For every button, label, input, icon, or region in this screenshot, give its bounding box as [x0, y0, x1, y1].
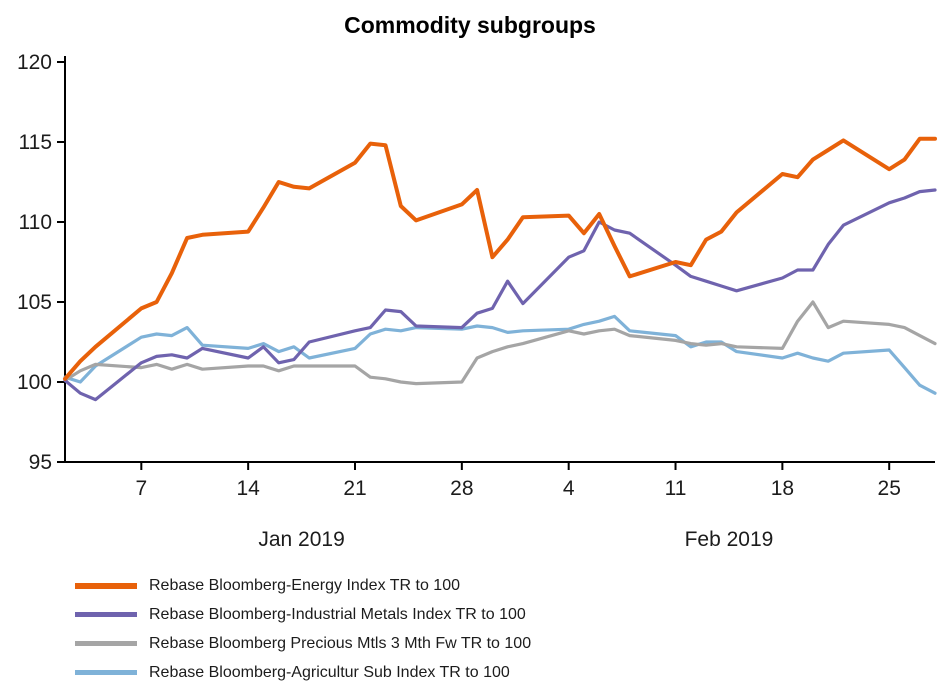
- legend-swatch: [75, 582, 137, 589]
- y-tick-label: 110: [19, 211, 52, 234]
- x-axis-month-label: Feb 2019: [685, 528, 774, 551]
- legend: Rebase Bloomberg-Energy Index TR to 100 R…: [0, 565, 940, 687]
- x-tick-label: 14: [236, 477, 260, 500]
- legend-item: Rebase Bloomberg-Agricultur Sub Index TR…: [75, 658, 940, 687]
- x-tick-label: 11: [665, 477, 687, 500]
- legend-item: Rebase Bloomberg-Energy Index TR to 100: [75, 571, 940, 600]
- x-tick-label: 21: [343, 477, 366, 500]
- x-tick-label: 4: [563, 477, 575, 500]
- legend-swatch: [75, 611, 137, 618]
- x-tick-label: 25: [878, 477, 901, 500]
- series-line-3: [63, 314, 937, 395]
- legend-label: Rebase Bloomberg-Agricultur Sub Index TR…: [149, 663, 510, 681]
- x-tick-label: 7: [135, 477, 147, 500]
- series-line-2: [63, 300, 937, 386]
- legend-label: Rebase Bloomberg-Energy Index TR to 100: [149, 576, 460, 594]
- x-tick-label: 28: [450, 477, 473, 500]
- legend-swatch: [75, 640, 137, 647]
- y-tick-label: 115: [19, 131, 52, 154]
- series-line-0: [63, 136, 937, 381]
- y-tick-label: 100: [17, 371, 52, 394]
- y-tick-label: 105: [17, 291, 52, 314]
- legend-item: Rebase Bloomberg-Industrial Metals Index…: [75, 600, 940, 629]
- series-line-1: [63, 188, 937, 402]
- chart-title: Commodity subgroups: [344, 12, 596, 38]
- y-tick-label: 95: [29, 451, 52, 474]
- legend-label: Rebase Bloomberg Precious Mtls 3 Mth Fw …: [149, 634, 532, 652]
- legend-label: Rebase Bloomberg-Industrial Metals Index…: [149, 605, 526, 623]
- x-axis-month-label: Jan 2019: [258, 528, 344, 551]
- x-tick-label: 18: [771, 477, 794, 500]
- y-tick-label: 120: [17, 51, 52, 74]
- legend-swatch: [75, 669, 137, 676]
- legend-item: Rebase Bloomberg Precious Mtls 3 Mth Fw …: [75, 629, 940, 658]
- plot-area: 95 100 105 110 115 120 7 14 21 28 4 11 18 25 Jan 2019 F…: [17, 51, 937, 551]
